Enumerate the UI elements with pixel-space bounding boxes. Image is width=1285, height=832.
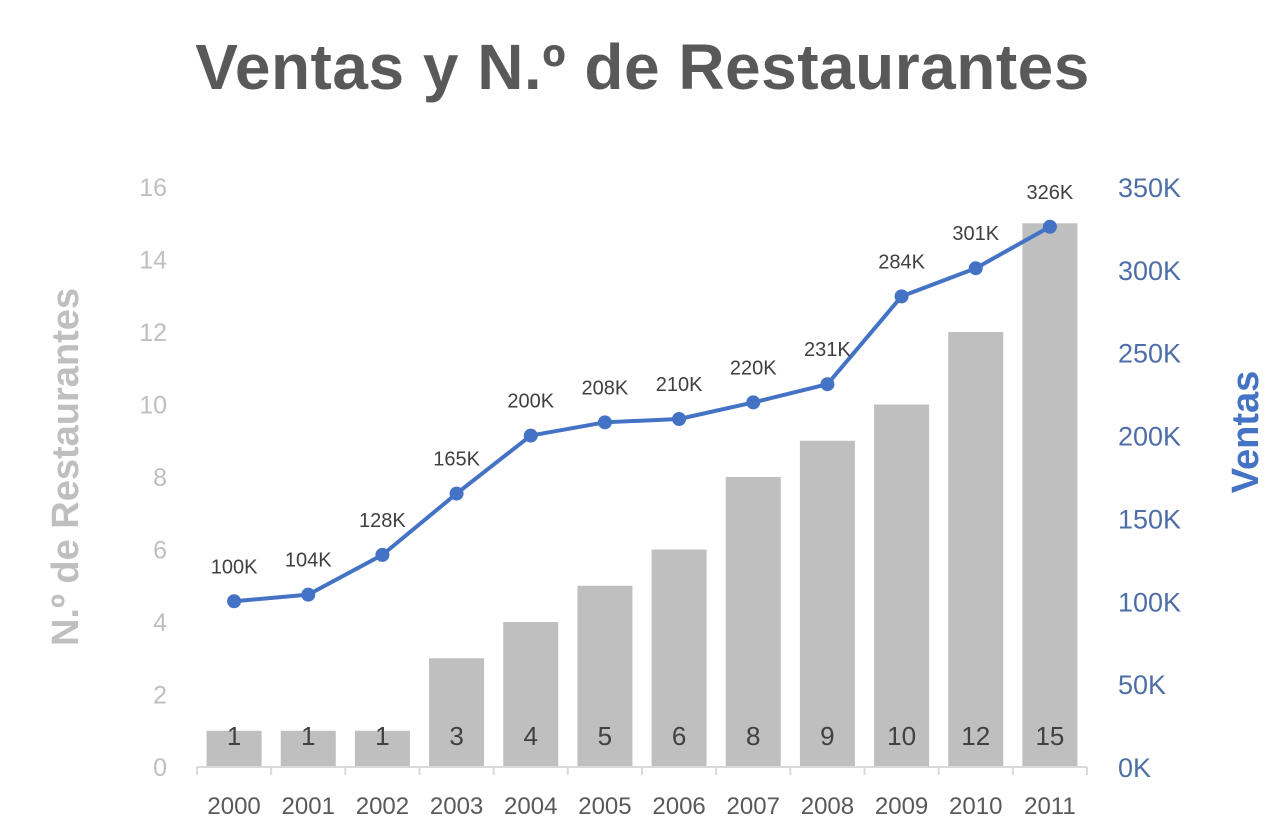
bar (354, 730, 410, 767)
y-left-axis-title: N.º de Restaurantes (45, 288, 87, 646)
bar-data-label: 1 (301, 721, 315, 751)
bar-data-label: 15 (1035, 721, 1064, 751)
y-right-tick-label: 150K (1118, 504, 1181, 534)
x-tick-label: 2004 (504, 793, 557, 820)
bar (503, 622, 559, 767)
x-tick-label: 2003 (430, 793, 483, 820)
y-left-tick-label: 16 (139, 174, 167, 202)
x-tick-label: 2011 (1024, 793, 1076, 820)
x-tick-label: 2009 (875, 793, 928, 820)
y-right-tick-label: 200K (1118, 422, 1181, 452)
bar-data-label: 3 (449, 721, 463, 751)
x-tick-label: 2000 (207, 793, 260, 820)
line-data-label: 208K (582, 377, 629, 399)
line-point (746, 395, 761, 410)
y-left-tick-label: 4 (153, 609, 167, 637)
x-tick-label: 2008 (801, 793, 854, 820)
x-tick-label: 2001 (282, 793, 335, 820)
line-data-label: 165K (433, 449, 480, 471)
line-point (227, 594, 242, 609)
line-data-label: 220K (730, 357, 777, 379)
bar (799, 440, 855, 767)
bar (651, 549, 707, 767)
y-left-tick-label: 0 (153, 754, 167, 782)
line-point (894, 289, 909, 304)
bar (725, 477, 781, 767)
bar-data-label: 9 (820, 721, 834, 751)
x-tick-label: 2005 (578, 793, 631, 820)
bar (206, 730, 262, 767)
y-right-tick-label: 100K (1118, 587, 1181, 617)
y-right-tick-label: 350K (1118, 173, 1181, 203)
bar (429, 658, 485, 767)
bar-data-label: 8 (746, 721, 760, 751)
bar-data-label: 12 (961, 721, 990, 751)
line-data-label: 128K (359, 510, 406, 532)
x-tick-label: 2002 (356, 793, 409, 820)
y-right-tick-label: 300K (1118, 256, 1181, 286)
y-left-tick-label: 14 (139, 247, 167, 275)
y-left-tick-label: 12 (139, 319, 167, 347)
bar (948, 332, 1004, 767)
bar-data-label: 4 (524, 721, 538, 751)
line-point (672, 412, 687, 426)
line-point (820, 377, 835, 392)
line-point (449, 486, 464, 501)
line-point (968, 261, 983, 276)
line-series-ventas (233, 225, 1051, 604)
line-data-label: 284K (878, 251, 925, 273)
line-data-label: 210K (656, 374, 703, 396)
y-left-tick-label: 10 (139, 392, 167, 420)
line-point (375, 547, 390, 562)
line-data-label: 200K (507, 391, 554, 413)
line-point (597, 415, 612, 430)
line-point (301, 587, 316, 602)
bar-data-label: 1 (227, 721, 241, 751)
y-left-tick-label: 6 (153, 537, 167, 565)
line-data-label: 231K (804, 339, 851, 361)
y-right-tick-label: 0K (1118, 753, 1151, 783)
x-tick-label: 2010 (949, 793, 1002, 820)
bar-data-label: 10 (887, 721, 916, 751)
bar (577, 585, 633, 767)
y-right-axis-title: Ventas (1225, 371, 1267, 494)
line-data-label: 104K (285, 550, 332, 572)
y-right-tick-label: 50K (1118, 670, 1166, 700)
line-data-label: 301K (952, 223, 999, 245)
x-tick-label: 2006 (652, 793, 705, 820)
y-left-tick-label: 2 (153, 682, 167, 710)
y-right-tick-label: 250K (1118, 339, 1181, 369)
bar-data-label: 5 (598, 721, 612, 751)
line-point (1042, 219, 1057, 234)
bar-data-label: 1 (375, 721, 389, 751)
line-data-label: 100K (211, 556, 258, 578)
line-point (523, 428, 538, 443)
bar-data-label: 6 (672, 721, 686, 751)
x-tick-label: 2007 (727, 793, 780, 820)
bar (874, 404, 930, 767)
bar (280, 730, 336, 767)
bar (1022, 223, 1078, 767)
chart-title: Ventas y N.º de Restaurantes (195, 31, 1090, 103)
y-left-tick-label: 8 (153, 464, 167, 492)
line-data-label: 326K (1027, 182, 1074, 204)
